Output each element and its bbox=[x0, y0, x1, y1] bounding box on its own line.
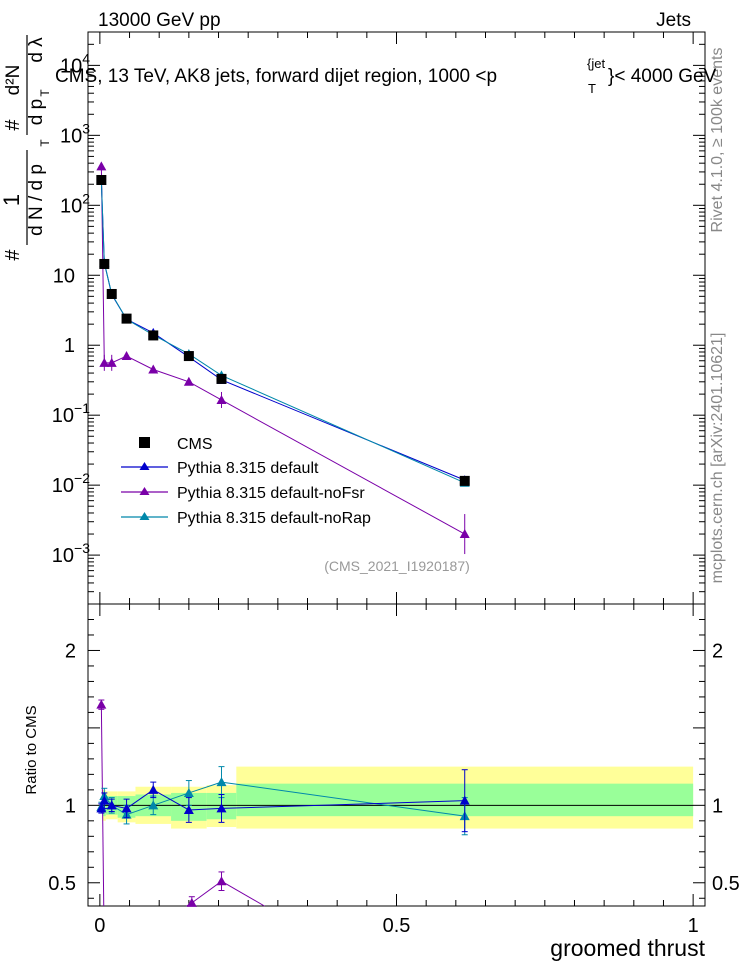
upper-series-group bbox=[96, 161, 470, 555]
ratio-series-group bbox=[96, 699, 470, 907]
ratio-ytick-label-left: 2 bbox=[65, 640, 76, 662]
ylabel-hash-2: # bbox=[2, 119, 24, 131]
legend-marker-cms bbox=[139, 437, 150, 448]
upper-point-cms bbox=[121, 313, 132, 324]
ratio-point-pythia-8-315-default bbox=[106, 800, 117, 810]
ratio-axis-ticks: 0.5 0.5 1 1 2 2 0 0.5 1 bbox=[48, 604, 740, 937]
ratio-point-pythia-8-315-default-norap bbox=[148, 800, 159, 810]
upper-point-cms bbox=[106, 288, 117, 299]
main-title-sub: T bbox=[588, 81, 596, 96]
ratio-ytick-label-right: 2 bbox=[712, 640, 723, 662]
ratio-line-pythia-8-315-default-nofsr bbox=[191, 880, 222, 904]
rivet-label: Rivet 4.1.0, ≥ 100k events bbox=[709, 48, 726, 233]
header-right-label: Jets bbox=[656, 10, 691, 31]
upper-line-pythia-8-315-default-nofsr bbox=[100, 166, 465, 535]
legend-marker-nofsr bbox=[139, 487, 150, 495]
ratio-line-pythia-8-315-default-norap bbox=[126, 804, 154, 816]
upper-ytick-label: 102 bbox=[60, 190, 90, 217]
mcplots-label: mcplots.cern.ch [arXiv:2401.10621] bbox=[709, 333, 726, 584]
ylabel-d2N: d²N bbox=[3, 65, 24, 96]
main-title-prefix: CMS, 13 TeV, AK8 jets, forward dijet reg… bbox=[55, 66, 497, 87]
upper-ytick-label: 10−1 bbox=[52, 400, 90, 427]
ratio-point-pythia-8-315-default bbox=[216, 803, 227, 813]
upper-ytick-label: 10−3 bbox=[52, 540, 90, 567]
ylabel-hash: # bbox=[2, 249, 24, 261]
legend-label-cms: CMS bbox=[177, 436, 213, 453]
upper-ytick-label: 10 bbox=[53, 265, 75, 287]
ratio-ylabel: Ratio to CMS bbox=[23, 705, 40, 794]
ratio-ytick-label-right: 1 bbox=[712, 795, 723, 817]
upper-ytick-label: 1 bbox=[64, 335, 75, 357]
ratio-point-pythia-8-315-default-norap bbox=[216, 777, 227, 787]
ratio-line-pythia-8-315-default-norap bbox=[188, 781, 222, 794]
upper-ytick-label: 103 bbox=[60, 120, 90, 147]
upper-point-cms bbox=[96, 174, 107, 185]
legend-label-default: Pythia 8.315 default bbox=[177, 460, 319, 477]
upper-point-cms bbox=[216, 373, 227, 384]
ratio-point-pythia-8-315-default bbox=[121, 803, 132, 813]
ylabel-dlambda: d λ bbox=[26, 37, 47, 63]
ratio-point-pythia-8-315-default-norap bbox=[183, 787, 194, 797]
upper-ytick-label: 10−2 bbox=[52, 470, 90, 497]
main-title-sup: {jet bbox=[587, 56, 605, 71]
ratio-point-pythia-8-315-default bbox=[459, 795, 470, 805]
analysis-tag: (CMS_2021_I1920187) bbox=[324, 558, 470, 574]
ratio-ytick-label-left: 0.5 bbox=[48, 873, 76, 895]
ratio-line-pythia-8-315-default-norap bbox=[153, 792, 190, 806]
upper-point-cms bbox=[459, 475, 470, 486]
legend-label-norap: Pythia 8.315 default-noRap bbox=[177, 510, 371, 527]
upper-point-pythia-8-315-default-nofsr bbox=[148, 364, 159, 374]
header-left-label: 13000 GeV pp bbox=[98, 10, 221, 31]
upper-axis-ticks: 10−3 10−2 10−1 1 10 102 103 104 bbox=[52, 31, 705, 605]
ylabel-T-sub: T bbox=[38, 139, 52, 147]
main-title: CMS, 13 TeV, AK8 jets, forward dijet reg… bbox=[55, 56, 717, 96]
legend-marker-default bbox=[139, 462, 150, 470]
upper-point-cms bbox=[148, 330, 159, 341]
legend-marker-norap bbox=[139, 512, 150, 520]
upper-point-pythia-8-315-default-nofsr bbox=[121, 351, 132, 361]
upper-point-pythia-8-315-default-nofsr bbox=[183, 376, 194, 386]
legend: CMS Pythia 8.315 default Pythia 8.315 de… bbox=[121, 436, 371, 527]
ratio-point-pythia-8-315-default-nofsr bbox=[186, 897, 197, 907]
ylabel-dpT: d p bbox=[26, 99, 47, 125]
xtick-label: 1 bbox=[688, 915, 699, 937]
ratio-line-pythia-8-315-default bbox=[221, 800, 465, 809]
upper-line-pythia-8-315-default bbox=[100, 180, 465, 481]
xlabel: groomed thrust bbox=[550, 935, 705, 961]
ratio-point-pythia-8-315-default-nofsr bbox=[96, 699, 107, 709]
ylabel-T-sub-2: T bbox=[38, 89, 52, 97]
ratio-point-pythia-8-315-default bbox=[99, 795, 110, 805]
ratio-plot-frame bbox=[87, 603, 706, 907]
legend-label-nofsr: Pythia 8.315 default-noFsr bbox=[177, 485, 365, 502]
ratio-line-pythia-8-315-default-norap bbox=[221, 781, 465, 817]
ratio-point-pythia-8-315-default bbox=[148, 784, 159, 794]
xtick-label: 0.5 bbox=[383, 915, 411, 937]
xtick-label: 0 bbox=[94, 915, 105, 937]
ratio-line-pythia-8-315-default bbox=[153, 789, 190, 811]
ratio-point-pythia-8-315-default-nofsr bbox=[216, 876, 227, 886]
upper-point-cms bbox=[99, 258, 110, 269]
ratio-point-pythia-8-315-default bbox=[183, 804, 194, 814]
ratio-line-pythia-8-315-default bbox=[188, 807, 222, 811]
upper-point-pythia-8-315-default-nofsr bbox=[96, 161, 107, 171]
ylabel-one: 1 bbox=[0, 194, 24, 206]
ratio-ytick-label-left: 1 bbox=[65, 795, 76, 817]
ratio-line-pythia-8-315-default-nofsr bbox=[221, 880, 265, 907]
upper-ytick-label: 104 bbox=[60, 50, 90, 77]
main-title-suffix: }< 4000 GeV bbox=[608, 66, 717, 87]
ylabel-dN-dpT: d N / d p bbox=[26, 164, 47, 236]
ratio-ytick-label-right: 0.5 bbox=[712, 873, 740, 895]
upper-point-cms bbox=[183, 351, 194, 362]
upper-ylabel: 1 # d N / d p T # d²N d p T d λ bbox=[0, 35, 52, 261]
